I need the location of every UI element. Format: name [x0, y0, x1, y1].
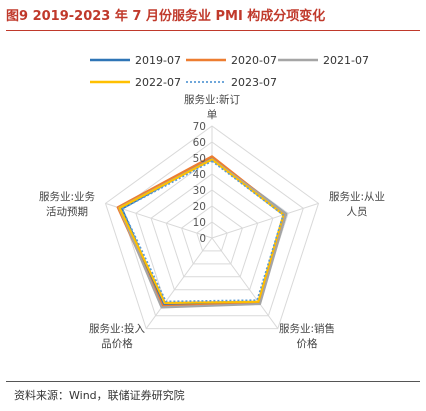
tick-label: 20	[193, 201, 206, 213]
legend-label-2020-07: 2020-07	[231, 54, 277, 67]
chart-legend: 2019-07 2020-07 2021-07 2022-07 2023-07	[90, 54, 369, 89]
axis-label: 服务业:从业人员	[329, 190, 385, 218]
source-divider	[6, 381, 420, 382]
grid-ring	[104, 125, 320, 330]
axis-label-line: 单	[207, 109, 218, 121]
tick-label: 40	[193, 169, 206, 181]
series-2023-07-line	[121, 160, 285, 303]
axis-label-line: 服务业:新订	[184, 93, 241, 106]
tick-label: 0	[199, 233, 206, 245]
axis-label-line: 服务业:从业	[329, 190, 385, 203]
figure-title-bar: 图9 2019-2023 年 7 月份服务业 PMI 构成分项变化	[6, 6, 420, 28]
grid-spoke	[145, 237, 213, 329]
axis-label: 服务业:新订单	[184, 93, 241, 121]
tick-label: 30	[193, 185, 206, 197]
axis-label: 服务业:业务活动预期	[39, 190, 96, 218]
axis-label-line: 服务业:销售	[279, 322, 335, 335]
grid-ring	[181, 205, 243, 265]
grid-spoke	[211, 237, 279, 329]
source-note: 资料来源：Wind，联储证券研究院	[14, 389, 185, 402]
tick-label: 60	[193, 137, 206, 149]
tick-label: 70	[193, 121, 206, 133]
title-divider	[6, 30, 420, 31]
legend-label-2019-07: 2019-07	[135, 54, 181, 67]
axis-label-line: 价格	[297, 337, 318, 350]
tick-label: 50	[193, 153, 206, 165]
radar-series-group	[116, 155, 288, 309]
axis-label-line: 服务业:业务	[39, 190, 96, 203]
grid-ring	[196, 221, 228, 252]
legend-label-2022-07: 2022-07	[135, 76, 181, 89]
axis-label: 服务业:投入品价格	[89, 322, 146, 350]
grid-spoke	[211, 202, 319, 239]
radial-tick-labels: 0 10 20 30 40 50 60 70	[193, 121, 206, 245]
tick-label: 10	[193, 217, 206, 229]
axis-label-line: 活动预期	[46, 206, 88, 218]
legend-label-2021-07: 2021-07	[323, 54, 369, 67]
series-2022-07-line	[118, 158, 285, 304]
axis-label: 服务业:销售价格	[279, 322, 335, 350]
radar-chart: 2019-07 2020-07 2021-07 2022-07 2023-07 0 10 2…	[39, 54, 385, 350]
axis-label-line: 品价格	[101, 337, 133, 350]
figure-title: 图9 2019-2023 年 7 月份服务业 PMI 构成分项变化	[6, 9, 326, 24]
grid-ring	[150, 173, 274, 291]
grid-ring	[165, 189, 259, 278]
axis-label-line: 人员	[347, 206, 368, 218]
legend-label-2023-07: 2023-07	[231, 76, 277, 89]
axis-label-line: 服务业:投入	[89, 322, 146, 335]
